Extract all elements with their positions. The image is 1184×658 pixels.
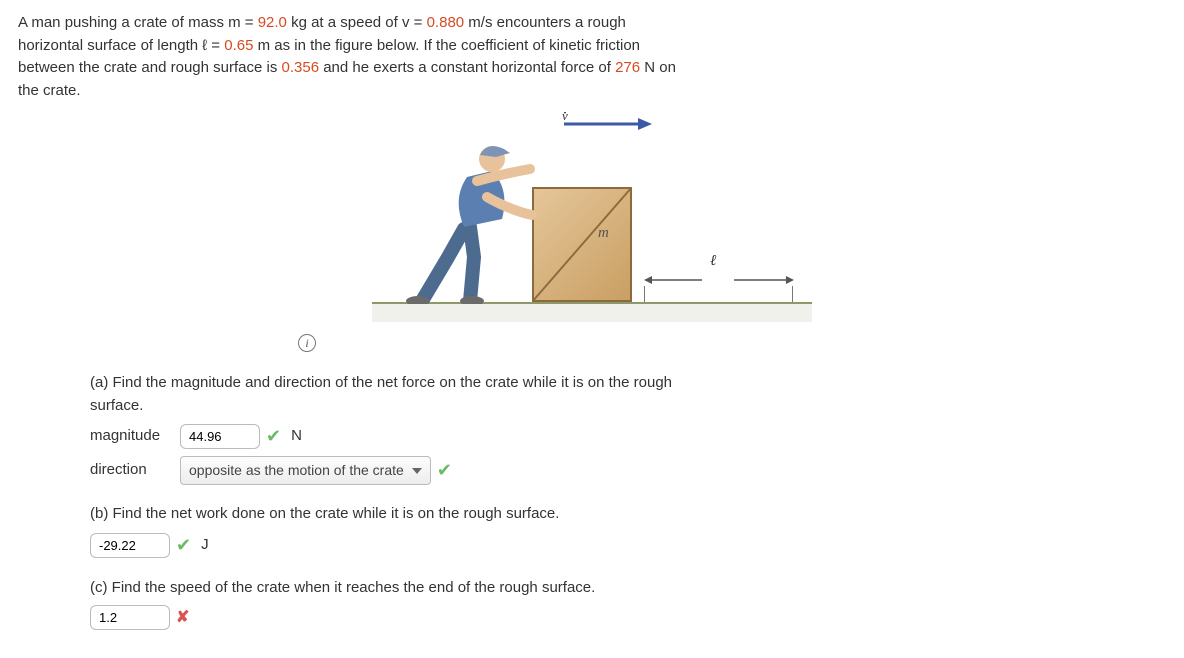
check-icon: ✔	[437, 457, 452, 484]
text: the crate.	[18, 82, 81, 99]
direction-label: direction	[90, 459, 174, 482]
part-c-prompt: (c) Find the speed of the crate when it …	[90, 577, 1166, 600]
text: horizontal surface of length ℓ =	[18, 37, 224, 54]
text: between the crate and rough surface is	[18, 59, 282, 76]
ell-label: ℓ	[710, 250, 716, 273]
figure-container: v m	[18, 112, 1166, 354]
magnitude-row: magnitude ✔ N	[90, 423, 1166, 450]
part-b-prompt: (b) Find the net work done on the crate …	[90, 503, 1166, 526]
check-icon: ✔	[266, 423, 281, 450]
figure: v m	[372, 112, 812, 322]
force-value: 276	[615, 59, 640, 76]
text: kg at a speed of v =	[287, 14, 427, 31]
speed-row: ✘	[90, 605, 1166, 630]
text: N on	[640, 59, 676, 76]
direction-row: direction opposite as the motion of the …	[90, 456, 1166, 485]
magnitude-input[interactable]	[180, 424, 260, 449]
work-row: ✔ J	[90, 532, 1166, 559]
part-b: (b) Find the net work done on the crate …	[90, 503, 1166, 559]
work-unit: J	[201, 534, 209, 557]
check-icon: ✔	[176, 532, 191, 559]
length-value: 0.65	[224, 37, 253, 54]
chevron-down-icon	[412, 468, 422, 474]
direction-value: opposite as the motion of the crate	[189, 460, 404, 481]
speed-value: 0.880	[427, 14, 465, 31]
crate-icon	[532, 187, 632, 302]
direction-select[interactable]: opposite as the motion of the crate	[180, 456, 431, 485]
mass-value: 92.0	[258, 14, 287, 31]
man-pushing-icon	[392, 119, 537, 304]
cross-icon: ✘	[176, 606, 189, 630]
mass-label: m	[598, 222, 609, 245]
mu-value: 0.356	[282, 59, 320, 76]
work-input[interactable]	[90, 533, 170, 558]
part-c: (c) Find the speed of the crate when it …	[90, 577, 1166, 631]
part-a: (a) Find the magnitude and direction of …	[90, 372, 1166, 485]
text: and he exerts a constant horizontal forc…	[319, 59, 615, 76]
velocity-arrow-icon: v	[560, 112, 652, 132]
floor-fill	[372, 304, 812, 322]
part-a-prompt: (a) Find the magnitude and direction of …	[90, 372, 1166, 417]
magnitude-label: magnitude	[90, 425, 174, 448]
text: m/s encounters a rough	[464, 14, 626, 31]
speed-input[interactable]	[90, 605, 170, 630]
text: m as in the figure below. If the coeffic…	[253, 37, 640, 54]
text: A man pushing a crate of mass m =	[18, 14, 258, 31]
length-dimension-icon	[644, 270, 794, 290]
magnitude-unit: N	[291, 425, 302, 448]
info-icon[interactable]: i	[298, 334, 316, 352]
problem-statement: A man pushing a crate of mass m = 92.0 k…	[18, 12, 1166, 102]
